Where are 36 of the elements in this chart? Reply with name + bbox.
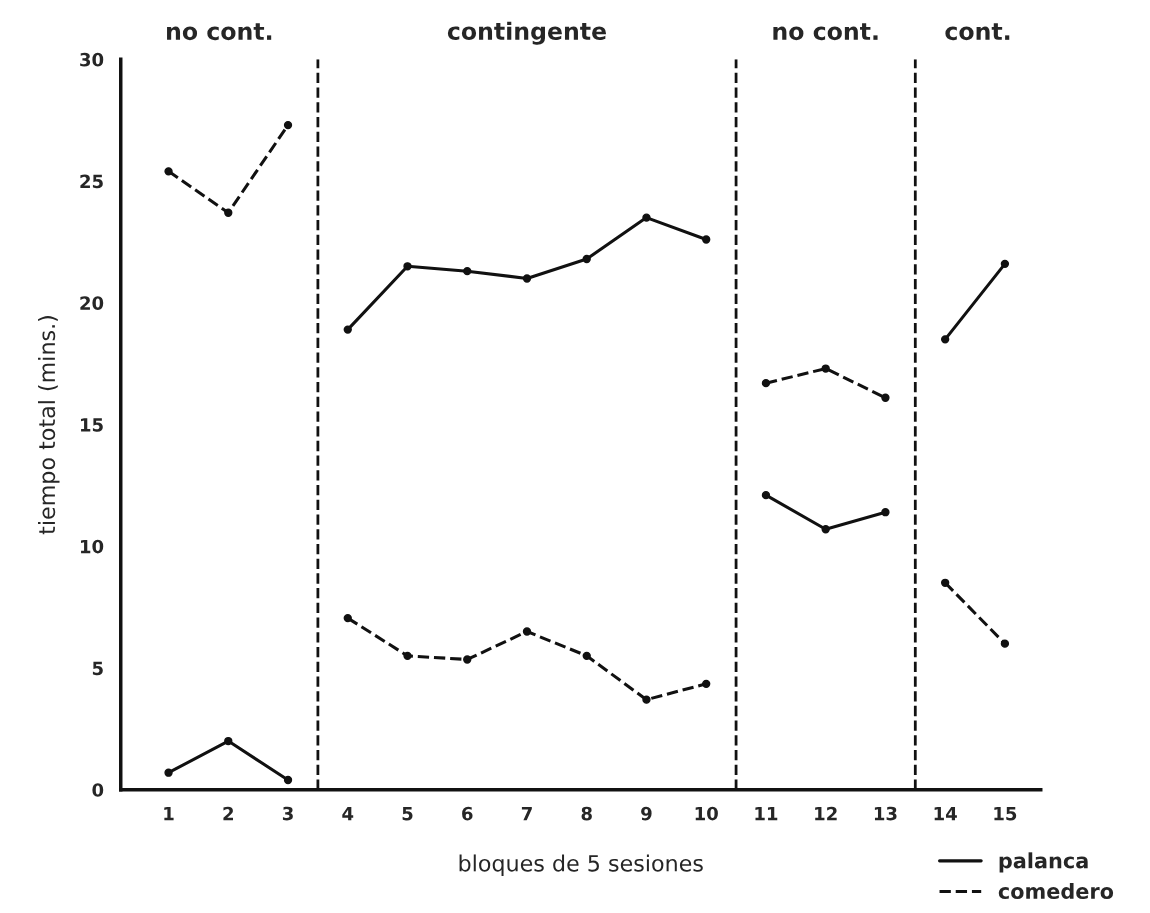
text: no cont. (773, 23, 878, 41)
x-tick-label: 5 (402, 806, 413, 821)
y-tick-label: 5 (92, 661, 103, 676)
point (283, 775, 293, 785)
x-tick-label: 15 (994, 806, 1017, 821)
y-tick-label: 10 (80, 539, 104, 554)
x-tick-label: 12 (815, 806, 837, 821)
x-tick-label: 4 (342, 806, 354, 821)
x-tick-label: 3 (282, 806, 293, 821)
x-tick-label: 6 (462, 806, 473, 821)
text: contingente (447, 21, 606, 45)
point (164, 167, 173, 176)
y-tick-label: 30 (80, 52, 104, 67)
legend-label: palanca (999, 852, 1088, 873)
point (224, 208, 233, 217)
text: no cont. (167, 23, 272, 41)
x-tick-label: 1 (164, 806, 174, 821)
y-tick-label: 15 (80, 418, 103, 432)
x-tick-label: 7 (521, 806, 532, 821)
x-tick-label: 13 (874, 806, 897, 821)
y-tick-label: 20 (80, 296, 104, 310)
x-tick-label: 11 (755, 806, 778, 821)
point (164, 768, 173, 777)
x-axis-title: bloques de 5 sesiones (459, 854, 703, 876)
x-tick-label: 14 (934, 806, 957, 821)
y-tick-label: 25 (80, 174, 103, 189)
y-axis-title: tiempo total (mins.) (38, 316, 60, 535)
x-tick-label: 10 (695, 806, 718, 821)
x-tick-label: 8 (581, 806, 592, 821)
legend-label: comedero (998, 882, 1114, 900)
point (224, 736, 233, 746)
y-tick-label: 0 (92, 783, 104, 797)
x-tick-label: 2 (223, 806, 233, 821)
point (283, 120, 293, 130)
x-tick-label: 9 (641, 806, 652, 821)
text: cont. (945, 23, 1010, 41)
